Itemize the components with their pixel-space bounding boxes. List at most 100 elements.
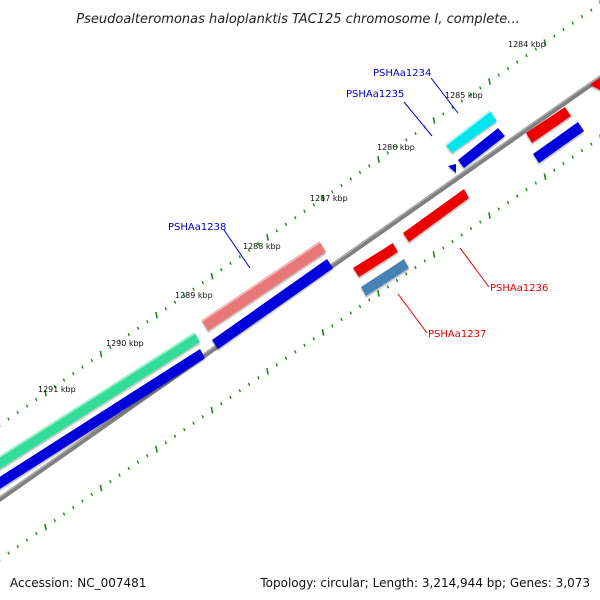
tick-mark bbox=[81, 499, 84, 503]
tick-mark bbox=[442, 246, 445, 250]
tick-mark bbox=[479, 220, 482, 224]
feature-large-green[interactable] bbox=[0, 333, 200, 472]
tick-mark bbox=[201, 415, 205, 419]
tick-mark bbox=[451, 239, 454, 244]
feature-pshaa1237[interactable] bbox=[361, 259, 409, 296]
tick-mark bbox=[183, 428, 186, 432]
tick-mark bbox=[275, 229, 279, 233]
feature-pshaa1234-edge bbox=[445, 110, 491, 146]
tick-mark bbox=[451, 105, 454, 110]
tick-mark bbox=[35, 531, 38, 536]
tick-mark bbox=[349, 177, 353, 181]
tick-mark bbox=[525, 53, 528, 58]
tick-mark bbox=[423, 259, 427, 263]
tick-mark bbox=[173, 300, 177, 304]
tick-mark bbox=[266, 233, 269, 241]
tick-mark bbox=[590, 8, 593, 12]
blue-segment-3[interactable] bbox=[458, 128, 505, 168]
tick-mark bbox=[534, 181, 538, 185]
gene-label-pshaa1238[interactable]: PSHAa1238 bbox=[168, 222, 226, 233]
tick-mark bbox=[460, 233, 464, 237]
tick-mark bbox=[16, 544, 20, 549]
tick-mark bbox=[562, 161, 565, 166]
blue-track bbox=[0, 122, 584, 492]
feature-red-small[interactable] bbox=[353, 243, 398, 277]
leader-pshaa1238 bbox=[223, 229, 251, 269]
tick-label-1288: 1288 kbp bbox=[243, 242, 281, 251]
tick-mark bbox=[62, 512, 66, 516]
tick-rings bbox=[0, 0, 600, 561]
tick-mark bbox=[90, 358, 94, 363]
tick-label-1290: 1290 kbp bbox=[106, 339, 144, 348]
tick-mark bbox=[136, 460, 140, 464]
tick-mark bbox=[192, 421, 195, 425]
feature-pshaa1234[interactable] bbox=[446, 111, 497, 153]
tick-mark bbox=[506, 66, 510, 71]
tick-mark bbox=[229, 261, 232, 265]
tick-mark bbox=[312, 203, 316, 207]
tick-mark bbox=[368, 164, 371, 168]
feature-pshaa1235-marker[interactable] bbox=[448, 164, 456, 173]
feature-red-upper-right-b[interactable] bbox=[590, 78, 600, 90]
tick-mark bbox=[358, 304, 362, 309]
tick-mark bbox=[580, 14, 584, 19]
gene-label-pshaa1234[interactable]: PSHAa1234 bbox=[373, 68, 431, 79]
tick-mark bbox=[7, 417, 10, 421]
tick-mark bbox=[25, 538, 29, 542]
tick-mark bbox=[25, 404, 29, 408]
tick-mark bbox=[164, 441, 168, 445]
tick-label-1284: 1284 kbp bbox=[508, 40, 546, 49]
tick-label-1286: 1286 kbp bbox=[377, 143, 415, 152]
tick-mark bbox=[590, 142, 593, 146]
tick-mark bbox=[118, 339, 121, 343]
tick-mark bbox=[303, 343, 306, 347]
tick-mark bbox=[53, 518, 57, 523]
tick-mark bbox=[210, 272, 214, 280]
tick-mark bbox=[53, 384, 57, 389]
tick-mark bbox=[192, 287, 195, 291]
tick-mark bbox=[340, 317, 343, 322]
leader-pshaa1236 bbox=[459, 247, 490, 288]
feature-red-upper-right[interactable] bbox=[526, 107, 571, 143]
tick-mark bbox=[442, 112, 445, 116]
blue-segment-2[interactable] bbox=[212, 259, 333, 349]
blue-segment-1[interactable] bbox=[0, 349, 205, 492]
forward-gene-track bbox=[0, 78, 600, 472]
feature-large-green-edge bbox=[0, 332, 196, 458]
tick-mark bbox=[395, 278, 399, 283]
tick-mark bbox=[220, 402, 223, 406]
map-title: Pseudoalteromonas haloplanktis TAC125 ch… bbox=[76, 12, 519, 27]
tick-mark bbox=[238, 389, 242, 393]
tick-label-1285: 1285 kbp bbox=[445, 91, 483, 100]
tick-mark bbox=[72, 505, 75, 510]
tick-mark bbox=[543, 39, 547, 46]
tick-mark bbox=[469, 92, 473, 97]
feature-pshaa1236[interactable] bbox=[403, 189, 469, 242]
leader-pshaa1234 bbox=[430, 77, 459, 114]
tick-mark bbox=[183, 294, 186, 298]
tick-mark bbox=[72, 371, 75, 376]
tick-mark bbox=[368, 298, 371, 302]
tick-label-1289: 1289 kbp bbox=[175, 291, 213, 300]
leader-pshaa1237 bbox=[397, 293, 428, 334]
tick-mark bbox=[90, 492, 94, 497]
gene-label-pshaa1237[interactable]: PSHAa1237 bbox=[428, 329, 486, 340]
tick-mark bbox=[146, 454, 149, 458]
gene-label-pshaa1235[interactable]: PSHAa1235 bbox=[346, 89, 404, 100]
tick-mark bbox=[414, 131, 417, 136]
feature-pshaa1238[interactable] bbox=[202, 242, 326, 331]
leader-pshaa1235 bbox=[403, 101, 433, 137]
blue-segment-4[interactable] bbox=[533, 122, 584, 163]
tick-mark bbox=[321, 329, 325, 336]
tick-mark bbox=[571, 21, 575, 25]
gene-label-pshaa1236[interactable]: PSHAa1236 bbox=[490, 283, 548, 294]
tick-mark bbox=[405, 138, 408, 142]
tick-mark bbox=[257, 376, 260, 380]
tick-mark bbox=[516, 60, 519, 64]
topology-text: Topology: circular; Length: 3,214,944 bp… bbox=[260, 576, 590, 590]
tick-label-1291: 1291 kbp bbox=[38, 385, 76, 394]
tick-mark bbox=[44, 389, 47, 397]
tick-mark bbox=[488, 212, 491, 219]
tick-mark bbox=[525, 187, 528, 192]
tick-mark bbox=[284, 222, 288, 226]
